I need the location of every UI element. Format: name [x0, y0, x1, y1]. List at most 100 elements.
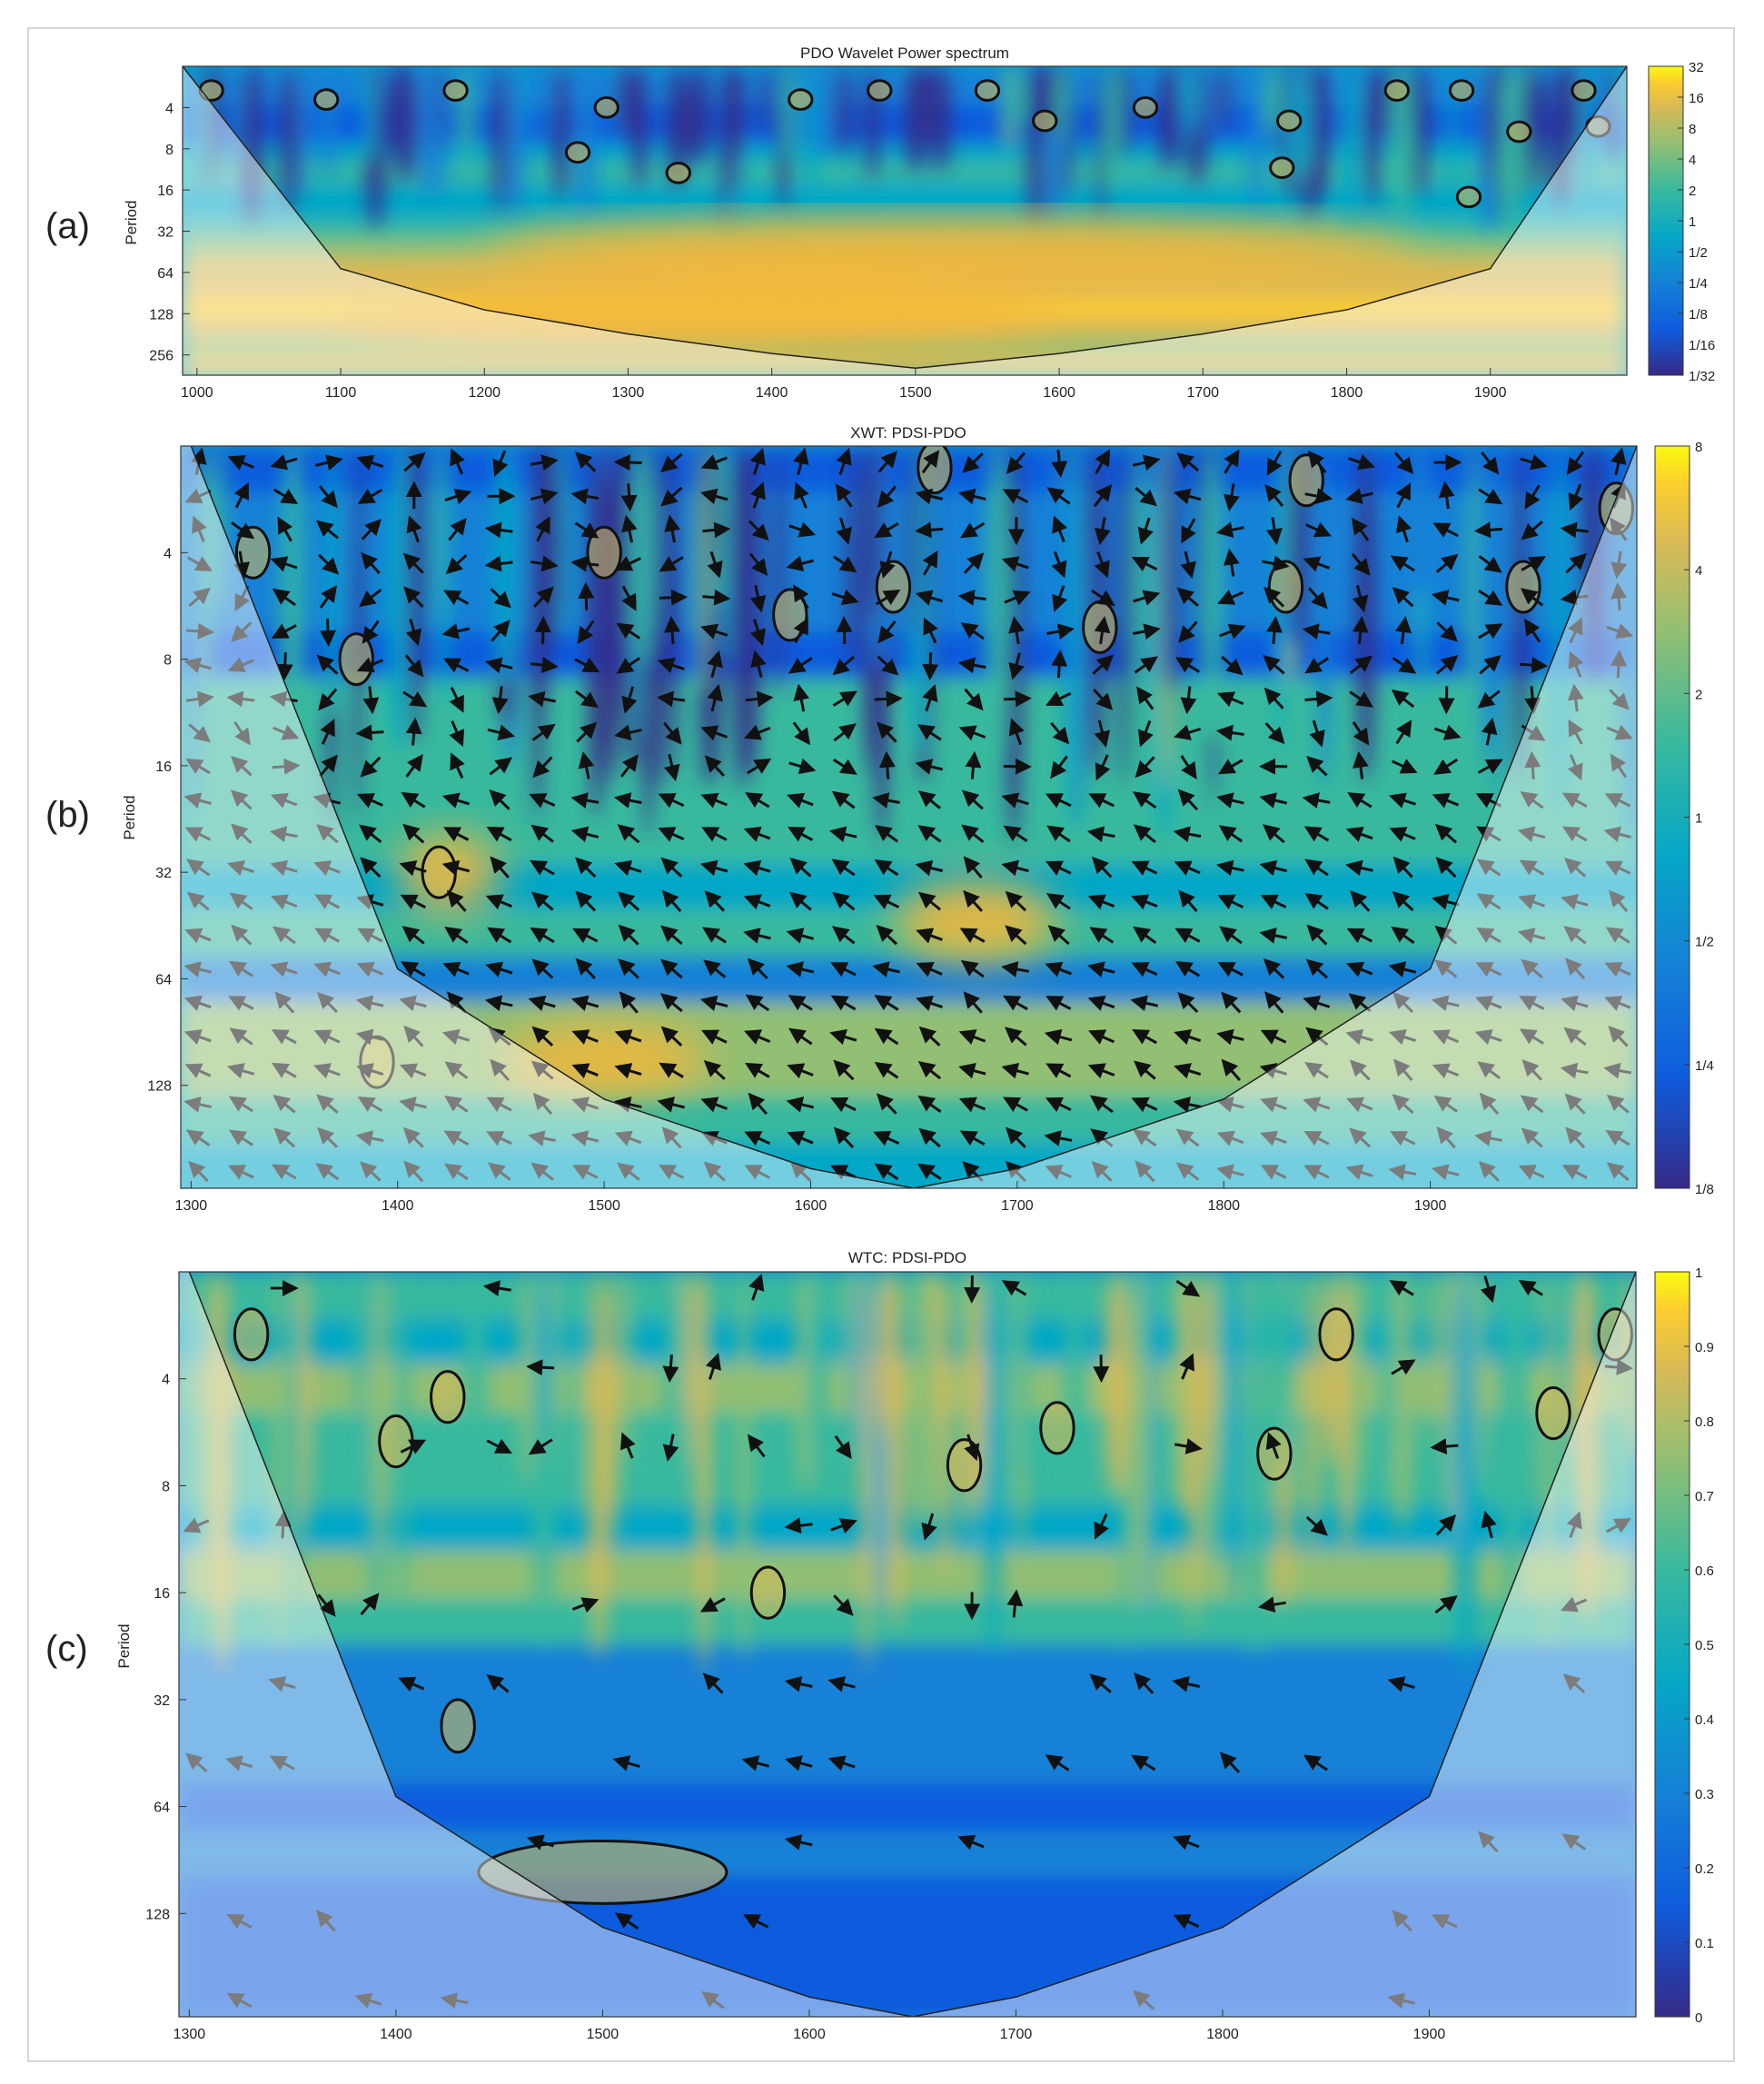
phase-arrow [1087, 995, 1115, 1011]
phase-arrow [185, 758, 211, 775]
cone-of-influence-shade [181, 446, 1637, 1188]
phase-arrow [272, 588, 296, 607]
power-streak [1341, 66, 1363, 230]
phase-arrow [787, 792, 814, 809]
phase-arrow [1479, 1092, 1500, 1116]
phase-arrow [1474, 1130, 1502, 1146]
phase-arrow [1266, 517, 1283, 546]
phase-arrow [1392, 1910, 1412, 1932]
y-tick-label: 32 [157, 225, 173, 241]
phase-arrow [317, 991, 338, 1014]
y-tick-label: 32 [155, 866, 172, 881]
phase-arrow [1387, 1992, 1416, 2009]
phase-arrow [960, 959, 985, 978]
phase-arrow [833, 1126, 855, 1149]
phase-arrow [1345, 859, 1373, 877]
phase-arrow [528, 690, 556, 708]
y-tick-label: 128 [149, 307, 173, 323]
phase-arrow [741, 1755, 770, 1771]
phase-arrow [1475, 962, 1502, 977]
phase-arrow [618, 958, 639, 979]
power-streak [1055, 66, 1069, 144]
phase-arrow [830, 1518, 857, 1534]
phase-arrow [1352, 616, 1369, 645]
phase-arrow [703, 1060, 726, 1080]
plot-frame [182, 65, 1628, 376]
phase-arrow [445, 553, 468, 575]
colorbar-tick-label: 0.2 [1695, 1861, 1714, 1877]
phase-arrow [1305, 958, 1328, 979]
phase-arrow [750, 650, 767, 679]
phase-arrow [833, 555, 857, 573]
phase-arrow [1303, 556, 1331, 572]
phase-arrow [1219, 926, 1243, 945]
phase-arrow [1433, 758, 1459, 775]
power-streak [538, 1272, 551, 1438]
phase-arrow [186, 858, 211, 877]
phase-arrow [619, 1432, 636, 1459]
power-streak [1347, 1272, 1366, 1487]
phase-arrow [617, 891, 640, 911]
colorbar-tick-label: 1/8 [1695, 1182, 1714, 1197]
phase-arrow [789, 1161, 812, 1182]
phase-arrow [877, 485, 897, 509]
phase-arrow [1521, 521, 1543, 541]
phase-arrow [532, 756, 553, 779]
phase-arrow [485, 657, 513, 674]
phase-arrow [449, 720, 465, 748]
phase-arrow [1351, 552, 1371, 576]
significance-contour [974, 79, 1001, 102]
phase-arrow [313, 961, 341, 977]
phase-arrow [1263, 958, 1285, 979]
significance-contour [917, 446, 953, 495]
phase-arrow [786, 1097, 815, 1113]
x-tick-label: 1300 [612, 385, 645, 401]
phase-arrow [876, 925, 898, 946]
phase-arrow [1218, 759, 1244, 775]
phase-arrow [958, 1029, 986, 1046]
phase-arrow [877, 655, 899, 676]
phase-arrow [1175, 1279, 1201, 1297]
phase-arrow [1045, 1097, 1072, 1113]
high-power-region [341, 285, 1060, 348]
phase-arrow [834, 1434, 852, 1460]
phase-arrow [1003, 690, 1032, 708]
phase-arrow [570, 995, 600, 1011]
phase-arrow [1353, 750, 1369, 779]
phase-arrow [1260, 894, 1287, 910]
phase-arrow [404, 654, 424, 678]
phase-arrow [789, 891, 812, 911]
plot-area-a [182, 65, 1628, 376]
significance-contour [338, 632, 374, 687]
phase-arrow [269, 1755, 295, 1771]
phase-arrow [315, 1163, 340, 1181]
phase-arrow [663, 721, 682, 745]
phase-arrow [827, 1755, 856, 1771]
power-band [183, 182, 1627, 203]
phase-arrow [961, 824, 985, 843]
phase-arrow [1216, 1130, 1244, 1146]
phase-arrow [1264, 722, 1285, 745]
phase-arrow [227, 860, 255, 877]
significance-contour [1318, 1307, 1354, 1362]
phase-arrow [361, 551, 381, 575]
power-streak [728, 66, 740, 195]
phase-arrow [533, 586, 554, 608]
phase-arrow [486, 1438, 512, 1454]
phase-arrow [748, 552, 768, 577]
x-tick-label: 1500 [587, 2027, 619, 2042]
phase-arrow [234, 585, 250, 611]
phase-arrow [830, 1165, 857, 1180]
phase-arrow [1391, 759, 1418, 774]
phase-arrow [832, 690, 857, 707]
phase-arrow [1093, 688, 1114, 710]
significance-contour [440, 1698, 476, 1754]
phase-arrow [923, 617, 938, 644]
phase-arrow [1393, 452, 1414, 474]
phase-arrow [186, 891, 210, 911]
phase-arrow [1091, 856, 1113, 878]
phase-arrow [1218, 825, 1244, 843]
y-tick-label: 4 [162, 1373, 170, 1388]
phase-arrow [1304, 858, 1329, 877]
phase-arrow [1390, 1131, 1416, 1146]
